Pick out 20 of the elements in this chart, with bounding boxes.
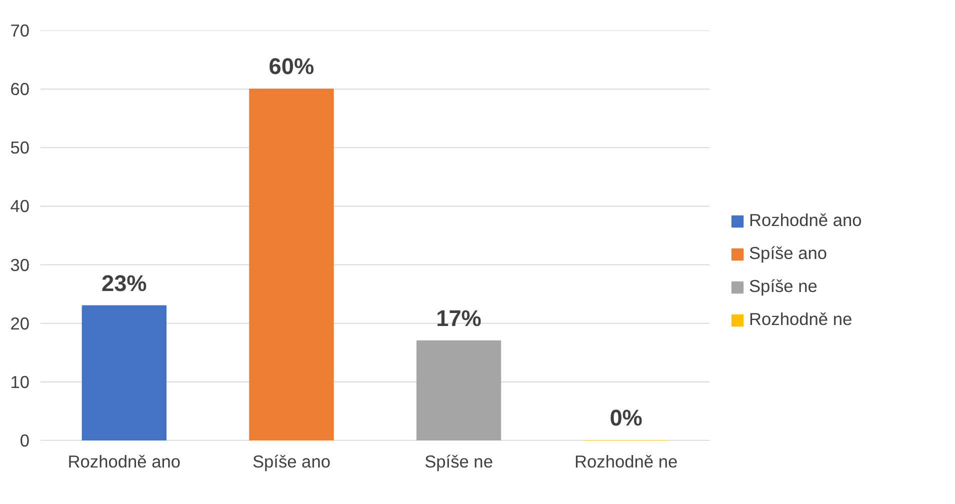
legend-label: Rozhodně ano (749, 210, 862, 231)
x-tick-label: Rozhodně ano (68, 452, 181, 472)
legend-label: Spíše ne (749, 276, 818, 297)
data-label: 17% (436, 304, 482, 331)
y-tick-label: 70 (10, 20, 30, 40)
legend-label: Rozhodně ne (749, 309, 852, 330)
y-tick-label: 50 (10, 138, 30, 158)
x-tick-label: Spíše ne (424, 452, 493, 472)
x-tick-label: Spíše ano (252, 452, 330, 472)
legend-label: Spíše ano (749, 243, 828, 264)
y-tick-label: 20 (10, 313, 30, 334)
x-tick-label: Rozhodně ne (574, 452, 678, 472)
y-tick-label: 40 (10, 196, 30, 216)
data-label: 60% (268, 53, 314, 80)
y-tick-label: 10 (10, 372, 30, 392)
y-tick-label: 60 (10, 79, 30, 100)
data-label: 0% (610, 404, 642, 430)
y-tick-label: 30 (10, 254, 30, 275)
y-tick-label: 0 (20, 430, 30, 450)
data-label: 23% (101, 270, 147, 296)
